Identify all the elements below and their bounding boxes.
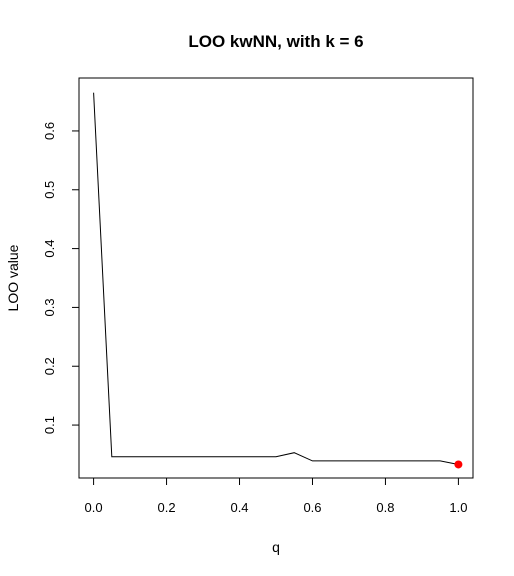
plot-frame xyxy=(78,77,474,479)
series-line xyxy=(93,92,459,465)
min-point-marker xyxy=(454,460,463,469)
y-axis-label: LOO value xyxy=(5,244,21,311)
x-axis: 0.0 0.2 0.4 0.6 0.8 1.0 xyxy=(85,477,467,515)
x-tick-label: 0.8 xyxy=(376,500,394,515)
y-tick-label: 0.1 xyxy=(42,416,57,434)
y-tick-label: 0.3 xyxy=(42,298,57,316)
series-layer xyxy=(93,92,463,469)
y-axis: 0.1 0.2 0.3 0.4 0.5 0.6 xyxy=(42,122,80,434)
y-tick-label: 0.4 xyxy=(42,240,57,258)
x-tick-label: 0.2 xyxy=(158,500,176,515)
x-tick-label: 0.0 xyxy=(85,500,103,515)
y-tick-label: 0.5 xyxy=(42,181,57,199)
x-tick-label: 0.6 xyxy=(303,500,321,515)
x-tick-label: 1.0 xyxy=(449,500,467,515)
y-tick-label: 0.6 xyxy=(42,122,57,140)
x-axis-label: q xyxy=(272,539,280,555)
chart-title: LOO kwNN, with k = 6 xyxy=(188,32,363,51)
x-tick-label: 0.4 xyxy=(230,500,248,515)
y-tick-label: 0.2 xyxy=(42,357,57,375)
